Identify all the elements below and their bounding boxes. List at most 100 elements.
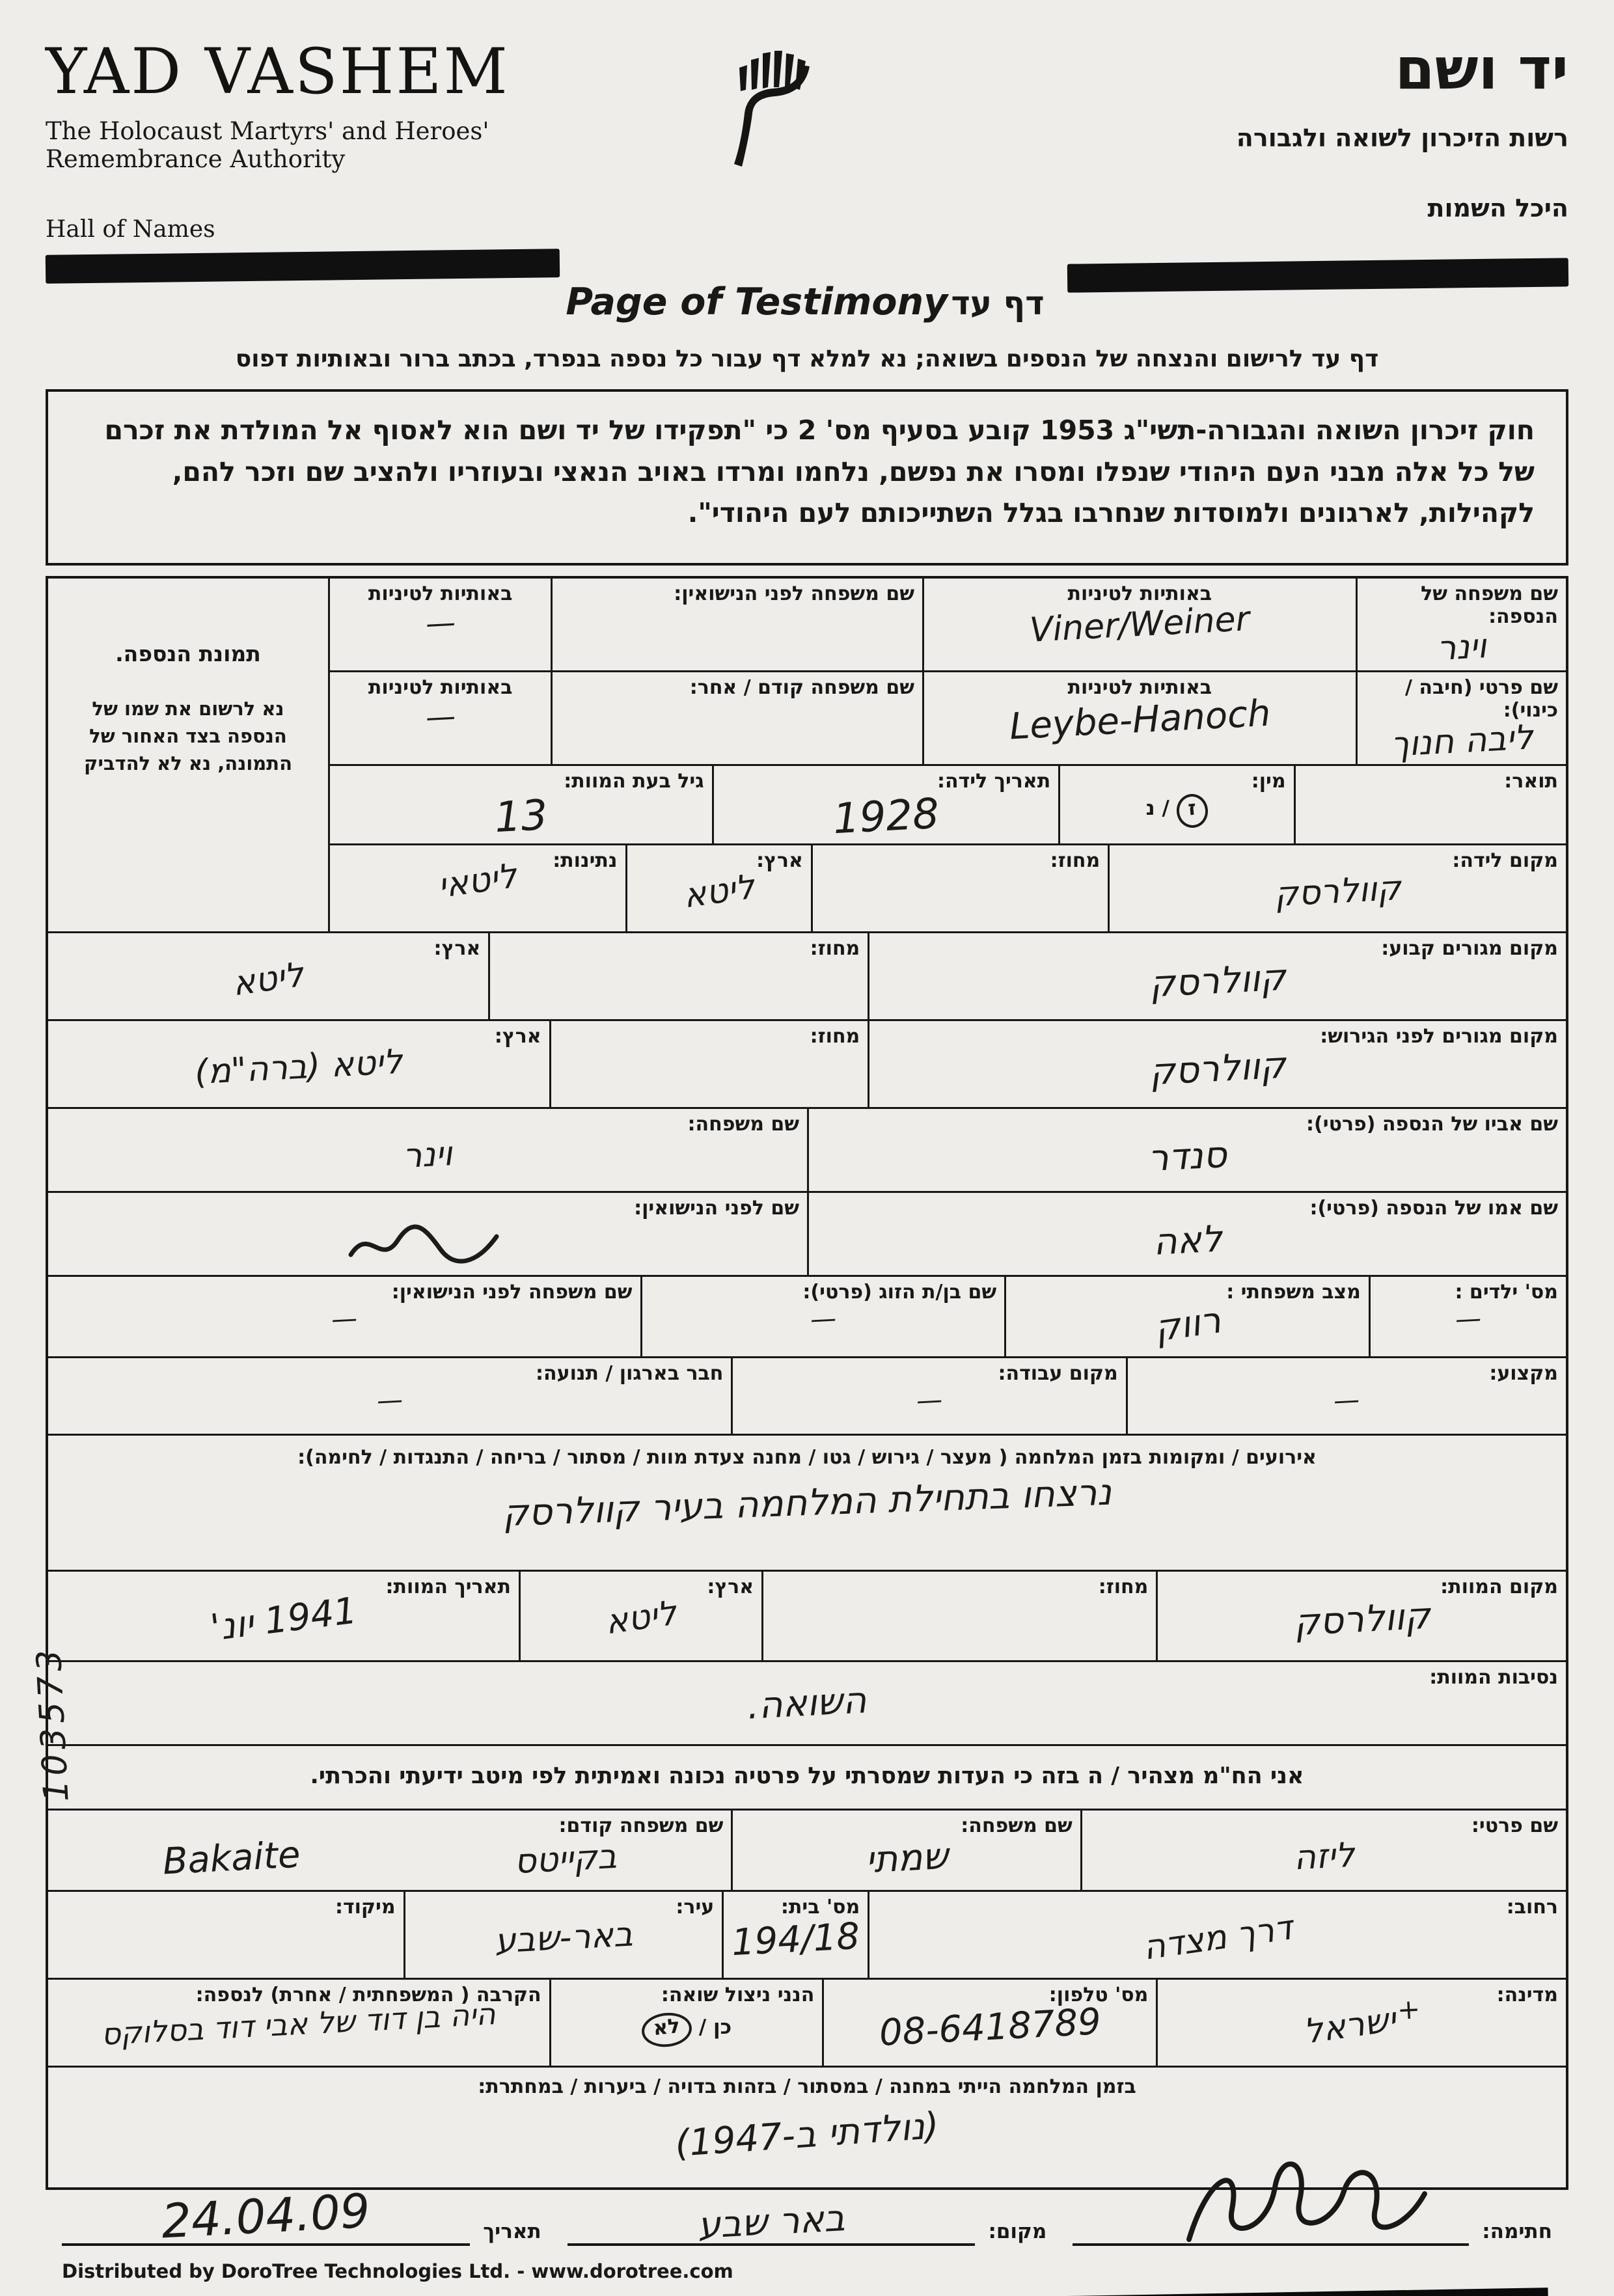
field-state: מדינה: + ישראל	[1156, 1980, 1566, 2066]
handwritten-dash: —	[1333, 1385, 1361, 1417]
photo-box: תמונת הנספה. נא לרשום את שמו של הנספה בצ…	[48, 579, 328, 932]
field-birth-district: מחוז:	[810, 845, 1108, 932]
field-survivor: הנני ניצול שואה: כן / לא	[549, 1980, 823, 2066]
page-title: Page of Testimony דף עד	[560, 252, 1067, 323]
handwritten-submitter-first: ליזה	[1293, 1836, 1356, 1878]
handwritten-dash: —	[376, 1385, 404, 1417]
field-predep-country: ארץ: ליטא (ברה"מ)	[193, 1025, 541, 1093]
handwritten-predep-place: קוולרסק	[1148, 1044, 1287, 1094]
survivor-option-no-circled: לא	[640, 2010, 694, 2050]
field-phone: מס' טלפון: 08-6418789	[822, 1980, 1156, 2066]
date-line: 24.04.09	[61, 2183, 471, 2249]
org-title-en: YAD VASHEM	[46, 35, 510, 108]
field-death-district: מחוז:	[761, 1572, 1156, 1661]
field-former-name-latin: באותיות לטיניות —	[328, 672, 551, 765]
handwritten-state: ישראל	[1301, 2000, 1399, 2053]
handwritten-submitter-family: שמתי	[864, 1835, 950, 1882]
title-bar-left	[45, 249, 560, 284]
handwritten-birth-place: קוולרסק	[1273, 869, 1402, 915]
place-label: מקום:	[988, 2220, 1047, 2244]
row-war-experience: בזמן המלחמה הייתי במחנה / במסתור / בזהות…	[48, 2066, 1566, 2187]
field-first-name-latin: באותיות לטיניות Leybe-Hanoch	[922, 672, 1356, 765]
handwritten-dash: —	[330, 1304, 358, 1335]
handwritten-mother-name: לאה	[1151, 1218, 1224, 1264]
org-title-he: יד ושם	[1395, 35, 1569, 102]
title-bar-right	[1067, 258, 1569, 293]
hall-of-names-he: היכל השמות	[1427, 194, 1568, 223]
field-war-events: אירועים / ומקומות בזמן המלחמה ( מעצר / ג…	[297, 1446, 1317, 1535]
row-pre-deportation: מקום מגורים לפני הגירוש: קוולרסק מחוז: א…	[48, 1019, 1566, 1108]
photo-box-note: נא לרשום את שמו של הנספה בצד האחור של הת…	[83, 697, 293, 774]
header-english-block: YAD VASHEM The Holocaust Martyrs' and He…	[46, 40, 670, 243]
field-father-first-name: שם אביו של הנספה (פרטי): סנדר	[807, 1109, 1566, 1192]
declaration-text: אני הח"מ מצהיר / ה בזה כי העדות שמסרתי ע…	[310, 1763, 1304, 1790]
field-residence: מקום מגורים קבוע: קוולרסק	[868, 933, 1566, 1020]
field-family-name-latin: באותיות לטיניות Viner/Weiner	[922, 578, 1356, 670]
title-band: Page of Testimony דף עד	[45, 249, 1569, 323]
handwritten-age: 13	[493, 791, 549, 843]
handwritten-phone: 08-6418789	[878, 2001, 1102, 2055]
row-death-circumstances: נסיבות המוות: השואה.	[48, 1660, 1566, 1744]
row-profession: מקצוע: — מקום עבודה: — חבר בארגון / תנוע…	[48, 1356, 1566, 1434]
handwritten-residence-country: ליטא	[230, 955, 307, 1004]
handwritten-submitter-former-latin: Bakaite	[161, 1833, 302, 1883]
handwritten-first-name: ליבה חנוך	[1389, 718, 1534, 765]
field-zipcode: מיקוד:	[335, 1896, 396, 1919]
org-subtitle-en: The Holocaust Martyrs' and Heroes' Remem…	[46, 117, 489, 173]
signature-scribble	[1186, 2161, 1428, 2243]
handwritten-war-events: נרצחו בתחילת המלחמה בעיר קוולרסק	[502, 1471, 1112, 1535]
handwritten-signature-place: באר שבע	[696, 2196, 846, 2247]
field-death-place: מקום המוות: קוולרסק	[1156, 1572, 1566, 1661]
field-death-country: ארץ: ליטא	[518, 1572, 761, 1661]
field-sex: מין: ז / נ	[1058, 766, 1293, 844]
row-declaration: אני הח"מ מצהיר / ה בזה כי העדות שמסרתי ע…	[48, 1744, 1566, 1809]
field-family-name: שם משפחה של הנספה: וינר	[1355, 578, 1566, 670]
survivor-option-yes: כן /	[698, 2016, 732, 2040]
top-form-group: שם משפחה של הנספה: וינר באותיות לטיניות …	[48, 578, 1566, 932]
row-submitter-names: שם פרטי: ליזה שם משפחה: שמתי שם משפחה קו…	[48, 1809, 1566, 1891]
distributor-credit: Distributed by DoroTree Technologies Ltd…	[62, 2260, 733, 2283]
row-death: מקום המוות: קוולרסק מחוז: ארץ: ליטא תארי…	[48, 1570, 1566, 1661]
signature-item: חתימה:	[1073, 2161, 1552, 2247]
field-birth-country: ארץ: ליטא	[625, 845, 811, 932]
law-text-box: חוק זיכרון השואה והגבורה-תשי"ג 1953 קובע…	[46, 389, 1568, 566]
field-children-count: מס' ילדים : —	[1368, 1277, 1566, 1357]
field-birth-date: תאריך לידה: 1928	[711, 766, 1059, 844]
handwritten-signature-date: 24.04.09	[160, 2183, 372, 2249]
field-marital-status: מצב משפחתי : רווק	[1004, 1277, 1369, 1357]
handwritten-house-number: 194/18	[730, 1915, 861, 1965]
sex-male-circled: ז	[1175, 792, 1210, 830]
field-submitter-former-name: שם משפחה קודם: בקייטס Bakaite	[161, 1814, 724, 1883]
handwritten-father-family: וינר	[402, 1134, 454, 1177]
photo-box-title: תמונת הנספה.	[115, 640, 261, 666]
handwritten-circumstances: השואה.	[746, 1679, 868, 1729]
place-item: מקום: באר שבע	[567, 2197, 1047, 2247]
field-maiden-name-latin: באותיות לטיניות —	[328, 578, 551, 670]
handwritten-war-experience: (נולדתי ב-1947)	[674, 2105, 940, 2166]
field-death-date: תאריך המוות: 1941 יונ'	[208, 1576, 511, 1650]
field-spouse-name: שם בן/ת הזוג (פרטי): —	[640, 1277, 1005, 1357]
row-war-events: אירועים / ומקומות בזמן המלחמה ( מעצר / ג…	[48, 1434, 1566, 1570]
field-spouse-maiden-name: שם משפחה לפני הנישואין: —	[330, 1281, 633, 1335]
handwritten-predep-country: ליטא (ברה"מ)	[193, 1043, 404, 1093]
handwritten-first-name-latin: Leybe-Hanoch	[1008, 692, 1272, 748]
handwritten-dash: —	[1454, 1304, 1483, 1335]
field-mother-first-name: שם אמו של הנספה (פרטי): לאה	[807, 1193, 1566, 1276]
footer-quote-bar: "ונתתי להם בביתי ובחומותי יד ושם... אשר …	[64, 2288, 1550, 2296]
row-mother: שם אמו של הנספה (פרטי): לאה שם לפני הניש…	[48, 1191, 1566, 1276]
page-title-he: דף עד	[951, 284, 1045, 322]
field-workplace: מקום עבודה: —	[731, 1358, 1125, 1434]
field-first-name: שם פרטי (חיבה / כינוי): ליבה חנוך	[1355, 672, 1566, 765]
handwritten-dash: —	[915, 1385, 944, 1417]
handwritten-family-name: וינר	[1436, 626, 1488, 668]
page-title-en: Page of Testimony	[566, 280, 948, 323]
handwritten-dash: —	[809, 1304, 838, 1335]
field-house-number: מס' בית: 194/18	[722, 1892, 868, 1978]
handwritten-death-place: קוולרסק	[1293, 1594, 1432, 1645]
field-residence-country: ארץ: ליטא	[230, 937, 481, 1004]
signature-label: חתימה:	[1482, 2220, 1552, 2244]
handwritten-birth-year: 1928	[832, 789, 940, 844]
hall-of-names-en: Hall of Names	[46, 216, 215, 243]
signature-strip: חתימה: מקום: באר שבע תאריך 24.04.09	[61, 2161, 1552, 2249]
place-line: באר שבע	[567, 2197, 976, 2247]
